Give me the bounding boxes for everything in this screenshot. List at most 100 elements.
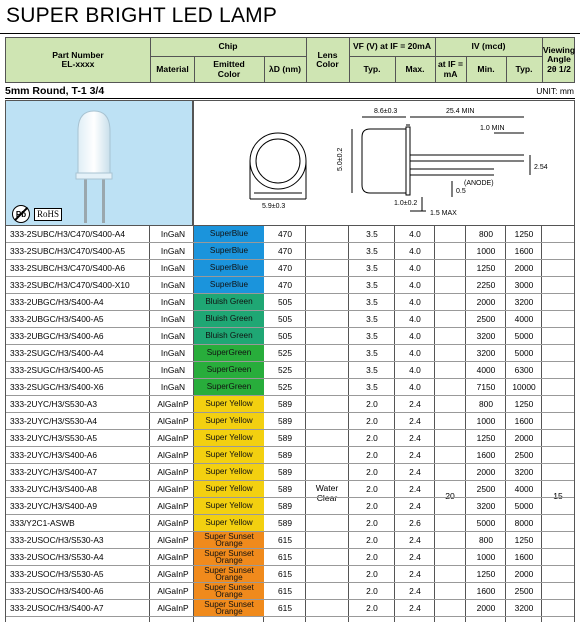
iv-min-cell: 1600: [476, 450, 496, 460]
emitted-color-cell: Bluish Green: [194, 294, 264, 310]
table-row: 333-2SUBC/H3/C470/S400-A5 InGaN SuperBlue 4…: [6, 243, 574, 260]
table-row: 333-2UBGC/H3/S400-A4 InGaN Bluish Green 505…: [6, 294, 574, 311]
emitted-color-cell: Bluish Green: [194, 311, 264, 327]
table-row: 333-2SUGC/H3/S400-A4 InGaN SuperGreen 525 3.…: [6, 345, 574, 362]
table-row: 333-2USOC/H3/S530-A3 AlGaInP Super Sunset …: [6, 532, 574, 549]
vf-typ-cell: 3.5: [366, 331, 378, 341]
material-cell: AlGaInP: [157, 416, 189, 426]
iv-min-cell: 2000: [476, 603, 496, 613]
dimension-drawing: 5.9±0.3 8.6±0.3 25.4 MIN 1.0 MIN 2.54 (A…: [193, 100, 575, 226]
table-row: 333/Y2C1-ASWB AlGaInP Super Yellow 589 2.0 2.…: [6, 515, 574, 532]
iv-typ-cell: 1250: [514, 399, 534, 409]
table-row: 333-2UBGC/H3/S400-A6 InGaN Bluish Green 505…: [6, 328, 574, 345]
vf-max-cell: 4.0: [409, 297, 421, 307]
section-rule: [5, 98, 575, 99]
vf-max-cell: 2.4: [409, 552, 421, 562]
iv-typ-cell: 1600: [514, 552, 534, 562]
vf-typ-cell: 2.0: [366, 552, 378, 562]
section-title: 5mm Round, T-1 3/4: [5, 85, 105, 97]
emitted-color-cell: Super Yellow: [194, 396, 264, 412]
vf-max-cell: 2.4: [409, 501, 421, 511]
vf-max-cell: 4.0: [409, 314, 421, 324]
dim-diameter: 5.9±0.3: [262, 203, 285, 210]
iv-typ-cell: 3200: [514, 297, 534, 307]
iv-typ-cell: 1250: [514, 535, 534, 545]
table-row: 333-2UYC/H3/S400-A7 AlGaInP Super Yellow 58…: [6, 464, 574, 481]
table-row: 333-2SUGC/H3/S400-X6 InGaN SuperGreen 525 3.…: [6, 379, 574, 396]
wavelength-cell: 470: [278, 280, 292, 290]
wavelength-cell: 589: [278, 518, 292, 528]
vf-max-cell: 2.6: [409, 518, 421, 528]
iv-min-cell: 1000: [476, 246, 496, 256]
table-row: 333-2USOC/H3/S400-A7 AlGaInP Super Sunset …: [6, 600, 574, 617]
material-cell: AlGaInP: [157, 518, 189, 528]
vf-typ-cell: 2.0: [366, 586, 378, 596]
dim-lead-min: 25.4 MIN: [446, 108, 474, 115]
iv-min-cell: 3200: [476, 348, 496, 358]
emitted-color-cell: SuperBlue: [194, 243, 264, 259]
unit-label: UNIT: mm: [536, 86, 574, 96]
part-number-cell: 333-2UYC/H3/S530-A4: [10, 416, 98, 426]
iv-typ-cell: 2000: [514, 263, 534, 273]
vf-typ-cell: 3.5: [366, 280, 378, 290]
part-number-cell: 333-2USOC/H3/S400-A6: [10, 586, 104, 596]
table-row: 333-2UYC/H3/S530-A4 AlGaInP Super Yellow 58…: [6, 413, 574, 430]
vf-max-cell: 2.4: [409, 603, 421, 613]
iv-min-cell: 1250: [476, 569, 496, 579]
iv-min-cell: 3200: [476, 331, 496, 341]
iv-typ-cell: 5000: [514, 348, 534, 358]
emitted-color-cell: Super Yellow: [194, 481, 264, 497]
iv-typ-cell: 1600: [514, 416, 534, 426]
part-number-cell: 333-2UYC/H3/S400-A7: [10, 467, 98, 477]
material-cell: AlGaInP: [157, 552, 189, 562]
wavelength-cell: 589: [278, 501, 292, 511]
header-at-if: at IF = mA: [437, 59, 464, 79]
iv-min-cell: 800: [479, 535, 493, 545]
title-rule: [0, 33, 580, 34]
table-row: 333-2UYC/H3/S400-A6 AlGaInP Super Yellow 58…: [6, 447, 574, 464]
lens-color-value: Water Clear: [315, 483, 339, 503]
wavelength-cell: 589: [278, 416, 292, 426]
vf-typ-cell: 2.0: [366, 484, 378, 494]
part-number-cell: 333-2UYC/H3/S530-A3: [10, 399, 98, 409]
header-emitted-color: Emitted Color: [213, 59, 245, 79]
wavelength-cell: 615: [278, 586, 292, 596]
material-cell: InGaN: [160, 263, 186, 273]
wavelength-cell: 589: [278, 450, 292, 460]
iv-min-cell: 800: [479, 229, 493, 239]
part-number-cell: 333-2SUBC/H3/C470/S400-X10: [10, 280, 130, 290]
part-number-cell: 333-2USOC/H3/S400-A7: [10, 603, 104, 613]
vf-max-cell: 2.4: [409, 416, 421, 426]
vf-typ-cell: 3.5: [366, 314, 378, 324]
iv-typ-cell: 4000: [514, 484, 534, 494]
vf-max-cell: 2.4: [409, 569, 421, 579]
vf-max-cell: 4.0: [409, 382, 421, 392]
vf-max-cell: 2.4: [409, 399, 421, 409]
part-number-cell: 333-2UYC/H3/S400-A9: [10, 501, 98, 511]
material-cell: AlGaInP: [157, 467, 189, 477]
led-photo: Pb RoHS: [5, 100, 193, 226]
table-row: 333-2SUBC/H3/C470/S400-X10 InGaN SuperBlue…: [6, 277, 574, 294]
part-number-cell: 333-2USOC/H3/S530-A4: [10, 552, 104, 562]
iv-min-cell: 7150: [476, 382, 496, 392]
vf-typ-cell: 3.5: [366, 297, 378, 307]
vf-max-cell: 4.0: [409, 280, 421, 290]
wavelength-cell: 525: [278, 348, 292, 358]
dim-1min: 1.0 MIN: [480, 125, 505, 132]
iv-typ-cell: 4000: [514, 314, 534, 324]
iv-typ-cell: 8000: [514, 518, 534, 528]
material-cell: AlGaInP: [157, 399, 189, 409]
emitted-color-cell: Super Yellow: [194, 464, 264, 480]
vf-typ-cell: 2.0: [366, 518, 378, 528]
material-cell: InGaN: [160, 297, 186, 307]
vf-max-cell: 4.0: [409, 263, 421, 273]
vf-max-cell: 2.4: [409, 586, 421, 596]
emitted-color-cell: Super Yellow: [194, 515, 264, 531]
emitted-color-cell: SuperBlue: [194, 226, 264, 242]
rohs-badge: RoHS: [34, 208, 63, 221]
emitted-color-cell: Super Yellow: [194, 430, 264, 446]
dim-width: 5.0±0.2: [337, 148, 344, 171]
emitted-color-cell: Super Sunset Orange: [194, 549, 264, 565]
vf-max-cell: 2.4: [409, 433, 421, 443]
iv-min-cell: 2000: [476, 467, 496, 477]
